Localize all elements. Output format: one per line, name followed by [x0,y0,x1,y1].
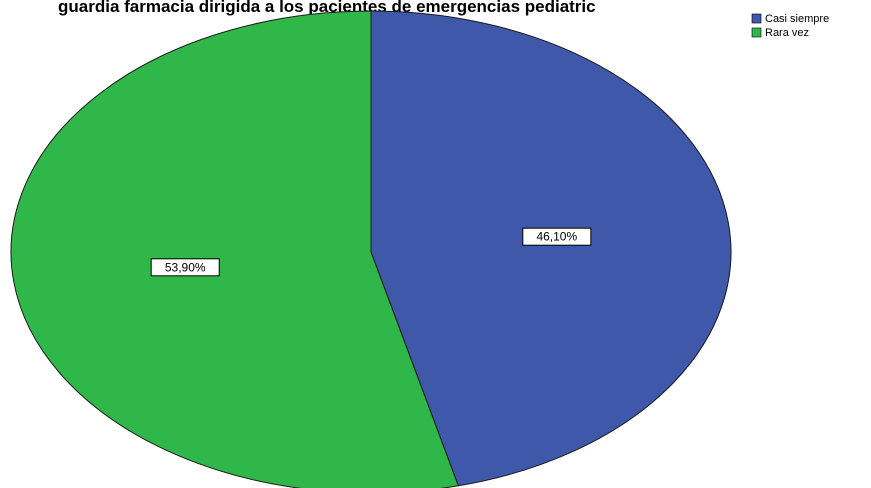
pie-slice-rara-vez [10,10,460,488]
legend-label-rara-vez: Rara vez [765,27,809,39]
data-label-rara-vez: 53,90% [150,258,220,277]
legend-label-casi-siempre: Casi siempre [765,13,829,25]
pie-data-labels: 46,10% 53,90% [150,227,592,277]
data-label-text-casi-siempre: 46,10% [536,230,577,244]
data-label-casi-siempre: 46,10% [522,227,592,246]
data-label-text-rara-vez: 53,90% [165,260,206,274]
data-label-box-rara-vez [150,258,220,277]
legend-swatch-rara-vez [751,27,762,38]
pie-slice-casi-siempre [370,10,732,487]
data-label-box-casi-siempre [522,227,592,246]
chart-title: guardia farmacia dirigida a los paciente… [58,0,596,16]
legend-swatch-casi-siempre [751,13,762,24]
chart-legend: Casi siempre Rara vez [751,13,829,39]
pie-slices [10,10,732,488]
